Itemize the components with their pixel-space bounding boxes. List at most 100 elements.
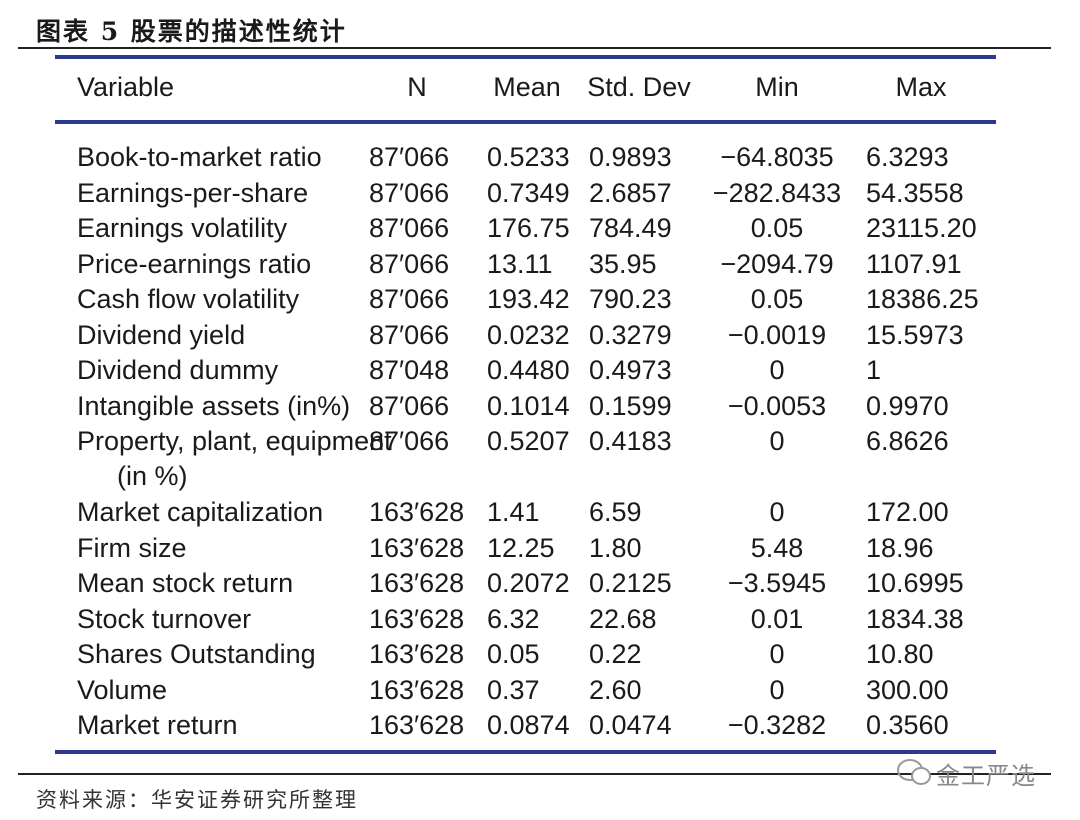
table-cell: 23115.20 [866,213,977,243]
row-label: Property, plant, equipment (in %) [77,426,392,491]
column-header: Min [755,72,799,102]
table-cell: −3.5945 [727,568,827,598]
table-top-rule [55,55,996,59]
table-cell: 6.59 [589,497,642,527]
table-cell: 5.48 [750,532,804,563]
table-cell: 163′628 [369,568,465,598]
table-cell: 18386.25 [866,284,979,314]
table-cell: 87′066 [369,142,450,172]
row-label: Cash flow volatility [77,284,300,314]
table-cell: 163′628 [369,603,465,634]
table-cell: 87′066 [369,390,450,421]
watermark-icon [897,759,931,785]
row-label: Firm size [77,532,187,563]
table-cell: 300.00 [866,674,949,705]
table-cell: 0 [769,639,785,669]
table-cell: 87′066 [369,426,450,456]
row-label: Intangible assets (in%) [77,390,351,421]
table-cell: 0.0874 [487,710,570,740]
table-cell: 784.49 [589,213,672,243]
table-cell: −0.0053 [727,390,827,421]
table-cell: 87′066 [369,248,450,279]
table-cell: 0.2125 [589,568,672,598]
table-cell: 0.2072 [487,568,570,598]
table-cell: 0.9893 [589,142,672,172]
table-cell: 6.32 [487,603,540,634]
row-label: Book-to-market ratio [77,142,322,172]
table-cell: 0.5233 [487,142,570,172]
table-cell: 1.80 [589,532,642,563]
table-cell: −64.8035 [720,142,834,172]
row-label: Market capitalization [77,497,324,527]
table-cell: 10.80 [866,639,934,669]
table-cell: 87′048 [369,355,450,385]
table-cell: 790.23 [589,284,672,314]
table-cell: 6.3293 [866,142,949,172]
table-cell: −282.8433 [712,177,842,208]
table-cell: 1.41 [487,497,540,527]
table-cell: 0.05 [487,639,540,669]
table-cell: 2.60 [589,674,642,705]
row-label: Shares Outstanding [77,639,316,669]
row-label: Price-earnings ratio [77,248,312,279]
footer-rule [18,773,1051,775]
row-label: Earnings-per-share [77,177,309,208]
table-cell: 0.1599 [589,390,672,421]
table-cell: 0.4480 [487,355,570,385]
column-header: Max [895,72,947,102]
table-cell: 0.9970 [866,390,949,421]
table-cell: 0.5207 [487,426,570,456]
table-cell: 0.0232 [487,319,570,350]
table-cell: 18.96 [866,532,934,563]
row-label: Market return [77,710,238,740]
table-cell: 163′628 [369,532,465,563]
table-cell: 2.6857 [589,177,672,208]
title: 图表 5 股票的描述性统计 [36,17,347,46]
table-cell: 163′628 [369,710,465,740]
table-cell: 0 [769,497,785,527]
table-cell: 163′628 [369,674,465,705]
table-cell: 0 [769,426,785,456]
table-cell: 0.05 [750,284,804,314]
table-cell: 1 [866,355,882,385]
table-cell: 193.42 [487,284,570,314]
table-cell: 6.8626 [866,426,949,456]
table-cell: 87′066 [369,177,450,208]
watermark: 金工严选 [936,763,1036,790]
row-label: Stock turnover [77,603,252,634]
table-cell: 0 [769,674,785,705]
table-cell: 87′066 [369,284,450,314]
table-cell: 163′628 [369,497,465,527]
table-cell: −0.3282 [727,710,827,740]
table-cell: 0 [769,355,785,385]
row-label: Dividend yield [77,319,246,350]
row-label: Earnings volatility [77,213,288,243]
header-rule [55,120,996,124]
table-cell: 10.6995 [866,568,964,598]
table-cell: −0.0019 [727,319,827,350]
table-cell: 22.68 [589,603,657,634]
table-cell: 87′066 [369,213,450,243]
table-cell: 0.7349 [487,177,570,208]
source-note: 资料来源：华安证券研究所整理 [36,788,358,812]
column-header: Mean [493,72,561,102]
table-cell: 0.3279 [589,319,672,350]
table-cell: 0.3560 [866,710,949,740]
table-cell: 35.95 [589,248,657,279]
table-cell: 12.25 [487,532,555,563]
table-cell: 15.5973 [866,319,964,350]
column-header: N [407,72,427,102]
table-cell: 0.4973 [589,355,672,385]
table-cell: 87′066 [369,319,450,350]
table-cell: 0.1014 [487,390,570,421]
table-cell: 0.4183 [589,426,672,456]
row-label: Mean stock return [77,568,294,598]
table-cell: 0.0474 [589,710,672,740]
table-cell: 176.75 [487,213,570,243]
table-cell: 0.37 [487,674,540,705]
table-cell: 0.01 [750,603,804,634]
column-header: Variable [77,72,175,102]
table-cell: 13.11 [487,248,553,279]
table-cell: 1107.91 [866,248,962,279]
